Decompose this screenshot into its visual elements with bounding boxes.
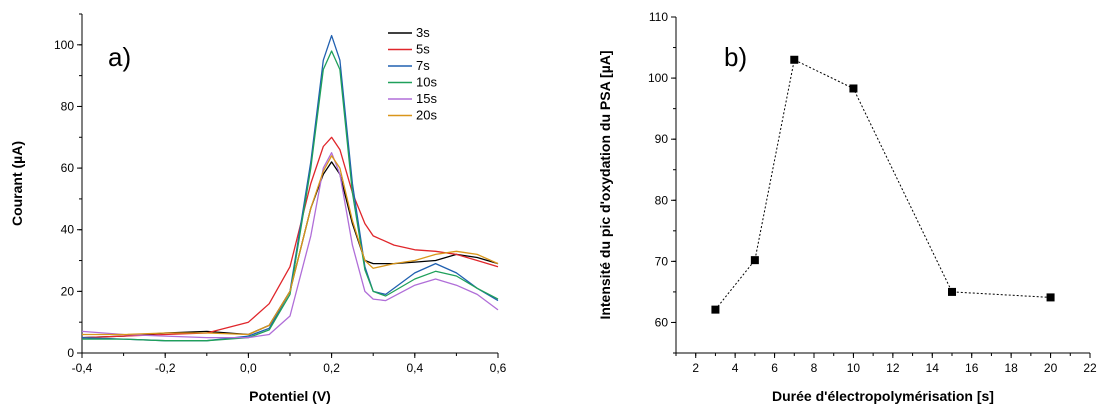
y-tick-label: 90: [655, 132, 669, 146]
legend-label: 3s: [416, 25, 430, 40]
y-tick-label: 20: [61, 284, 75, 298]
series-line-5s: [81, 136, 499, 339]
y-tick-label: 100: [648, 71, 668, 85]
x-tick-label: -0,2: [155, 361, 176, 375]
x-tick-label: 12: [886, 361, 900, 375]
x-tick-label: -0,4: [72, 361, 93, 375]
panel-label: a): [108, 42, 131, 72]
x-tick-label: 10: [847, 361, 861, 375]
y-tick-label: 80: [655, 193, 669, 207]
y-tick-label: 40: [61, 223, 75, 237]
legend-label: 7s: [416, 58, 430, 73]
chart-a: -0,4 -0,2 0,0 0,2 0,4 0,6 0 20 40 60 80 100 Potentie…: [9, 13, 507, 404]
x-tick-label: 0,4: [406, 361, 423, 375]
series-line-20s: [82, 155, 499, 336]
legend-label: 15s: [416, 91, 437, 106]
data-point-marker: [948, 287, 956, 296]
data-point-marker: [849, 84, 858, 93]
x-tick-label: 0,2: [323, 361, 340, 375]
y-tick-label: 100: [54, 38, 74, 52]
chart-b: 2 4 6 8 10 12 14 16 18 20 22 60 70 80 90 100 110 Durée d'…: [597, 10, 1097, 404]
x-axis-label: Durée d'électropolymérisation [s]: [772, 388, 994, 404]
x-tick-label: 18: [1004, 361, 1018, 375]
series-line-15s: [81, 152, 499, 339]
y-axis-label: Intensité du pic d'oxydation du PSA [µA]: [597, 50, 613, 319]
x-tick-label: 0,0: [240, 361, 257, 375]
y-axis-label: Courant (µA): [9, 141, 25, 226]
data-point-marker: [790, 55, 799, 64]
legend-label: 20s: [416, 108, 437, 123]
series-line-10s: [82, 50, 499, 342]
x-tick-label: 2: [692, 361, 699, 375]
x-tick-label: 20: [1044, 361, 1058, 375]
y-tick-label: 70: [655, 254, 669, 268]
data-point-marker: [711, 305, 720, 314]
x-tick-label: 16: [965, 361, 979, 375]
y-tick-label: 80: [61, 99, 75, 113]
x-tick-label: 0,6: [490, 361, 507, 375]
x-tick-label: 22: [1083, 361, 1097, 375]
x-tick-label: 4: [732, 361, 739, 375]
data-point-marker: [750, 256, 759, 265]
x-tick-label: 14: [926, 361, 940, 375]
x-tick-label: 6: [771, 361, 778, 375]
legend-label: 5s: [416, 42, 430, 57]
y-tick-label: 110: [649, 10, 668, 24]
x-axis-label: Potentiel (V): [249, 388, 331, 404]
y-tick-label: 0: [67, 346, 74, 360]
data-point-marker: [1046, 293, 1055, 302]
legend-label: 10s: [416, 75, 437, 90]
panel-label: b): [724, 42, 747, 72]
y-tick-label: 60: [655, 315, 669, 329]
x-tick-label: 8: [811, 361, 818, 375]
series-line-3s: [81, 161, 499, 339]
y-tick-label: 60: [61, 161, 75, 175]
connecting-line: [715, 59, 1051, 310]
